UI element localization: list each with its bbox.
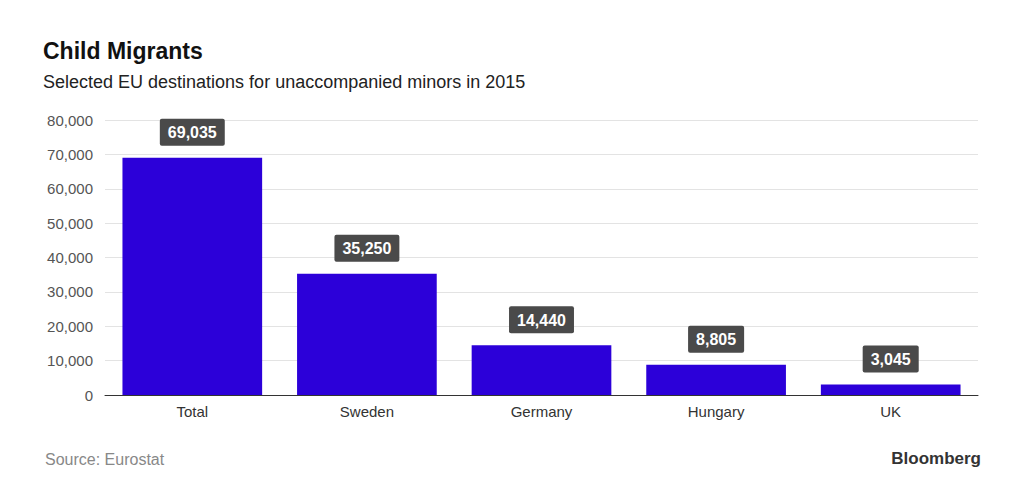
svg-text:69,035: 69,035 — [168, 124, 217, 141]
svg-text:35,250: 35,250 — [342, 240, 391, 257]
svg-text:Total: Total — [176, 403, 208, 420]
svg-text:10,000: 10,000 — [47, 352, 93, 369]
svg-text:70,000: 70,000 — [47, 146, 93, 163]
svg-text:UK: UK — [880, 403, 901, 420]
svg-text:40,000: 40,000 — [47, 249, 93, 266]
svg-text:20,000: 20,000 — [47, 318, 93, 335]
svg-text:Germany: Germany — [511, 403, 573, 420]
svg-text:30,000: 30,000 — [47, 283, 93, 300]
svg-text:14,440: 14,440 — [517, 312, 566, 329]
svg-text:Child Migrants: Child Migrants — [43, 38, 203, 64]
svg-text:Hungary: Hungary — [688, 403, 745, 420]
svg-text:Selected EU destinations for u: Selected EU destinations for unaccompani… — [43, 72, 525, 92]
svg-text:Source: Eurostat: Source: Eurostat — [45, 451, 165, 468]
svg-text:Sweden: Sweden — [340, 403, 394, 420]
svg-text:60,000: 60,000 — [47, 180, 93, 197]
svg-text:80,000: 80,000 — [47, 112, 93, 129]
svg-text:8,805: 8,805 — [696, 331, 736, 348]
svg-text:3,045: 3,045 — [871, 351, 911, 368]
svg-text:Bloomberg: Bloomberg — [891, 449, 981, 468]
svg-text:0: 0 — [85, 387, 93, 404]
svg-text:50,000: 50,000 — [47, 215, 93, 232]
